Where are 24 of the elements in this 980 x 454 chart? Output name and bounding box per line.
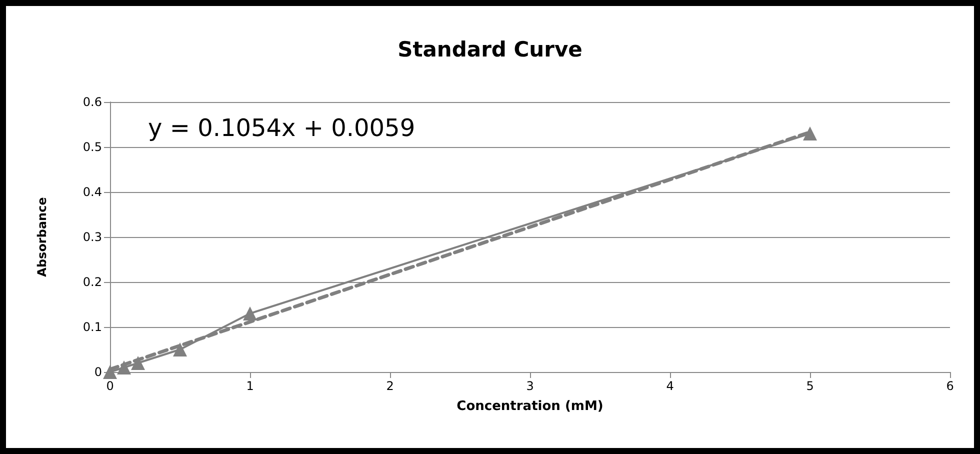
y-tick-label: 0.3 [82,230,102,244]
point [243,306,257,320]
x-tick-label: 6 [946,379,954,393]
x-tick-label: 2 [386,379,394,393]
y-tick-label: 0.5 [82,140,102,154]
point [803,126,817,140]
chart-title: Standard Curve [398,38,582,62]
y-tick-label: 0 [94,365,102,379]
annotation: y = 0.1054x + 0.0059 [148,114,416,142]
y-tick-label: 0.2 [82,275,102,289]
y-axis-title: Absorbance [35,197,49,277]
x-tick-label: 5 [806,379,814,393]
x-tick-label: 1 [246,379,254,393]
point [103,365,117,379]
x-axis-title: Concentration (mM) [456,399,604,414]
y-tick-label: 0.4 [82,185,102,199]
y-tick-label: 0.6 [82,95,102,109]
y-tick-label: 0.1 [82,320,102,334]
point [117,360,131,374]
x-tick-label: 0 [106,379,114,393]
point [173,342,187,356]
point [131,356,145,370]
x-tick-label: 4 [666,379,674,393]
x-tick-label: 3 [526,379,534,393]
